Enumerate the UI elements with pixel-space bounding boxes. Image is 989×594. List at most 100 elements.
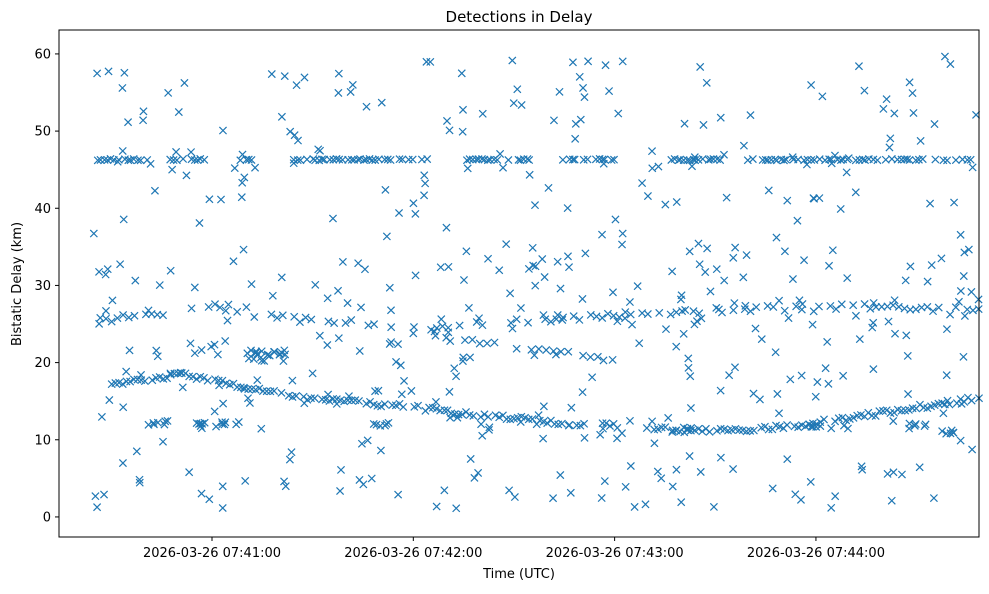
scatter-marker xyxy=(742,251,751,260)
clutter-marker xyxy=(963,155,972,164)
track-a-branch-marker xyxy=(920,422,929,431)
track-b-branch-marker xyxy=(556,347,565,356)
scatter-marker xyxy=(621,308,630,317)
scatter-marker xyxy=(285,455,294,464)
scatter-marker xyxy=(890,109,899,118)
scatter-marker xyxy=(942,325,951,334)
track-b-branch-marker xyxy=(534,344,543,354)
clutter-marker xyxy=(193,156,202,165)
y-tick-label: 60 xyxy=(34,47,51,62)
scatter-marker xyxy=(186,339,195,348)
scatter-marker xyxy=(730,363,740,372)
clutter-marker xyxy=(93,156,102,165)
scatter-marker xyxy=(929,494,938,503)
scatter-marker xyxy=(420,171,429,180)
track-b-marker xyxy=(923,302,932,311)
scatter-marker xyxy=(97,412,106,421)
scatter-marker xyxy=(371,387,380,396)
track-b-marker xyxy=(541,315,550,324)
scatter-marker xyxy=(539,402,548,411)
scatter-marker xyxy=(730,299,739,308)
scatter-marker xyxy=(566,488,575,497)
scatter-marker xyxy=(564,421,573,430)
scatter-marker xyxy=(775,296,784,305)
scatter-marker xyxy=(223,316,232,325)
scatter-marker xyxy=(882,95,891,104)
scatter-marker xyxy=(242,303,251,312)
track-b-marker xyxy=(666,310,675,319)
track-b-branch-marker xyxy=(542,346,551,355)
scatter-marker xyxy=(672,342,681,351)
scatter-marker xyxy=(348,80,357,89)
track-b-marker xyxy=(951,303,960,312)
clutter-marker xyxy=(465,155,474,164)
track-a-marker xyxy=(458,410,467,419)
scatter-marker xyxy=(197,489,206,498)
scatter-marker xyxy=(802,160,811,169)
scatter-marker xyxy=(93,69,102,78)
scatter-marker xyxy=(336,465,346,474)
scatter-marker xyxy=(95,267,104,276)
track-b-marker xyxy=(621,314,630,323)
scatter-marker xyxy=(328,214,337,223)
track-a-marker xyxy=(694,424,703,433)
scatter-marker xyxy=(118,459,127,468)
scatter-marker xyxy=(458,105,468,114)
track-a-marker xyxy=(712,426,721,435)
scatter-marker xyxy=(277,112,286,121)
track-b-marker xyxy=(849,301,858,310)
scatter-marker xyxy=(420,191,429,200)
scatter-marker xyxy=(549,494,558,503)
scatter-marker xyxy=(509,99,518,108)
scatter-marker xyxy=(739,141,748,150)
scatter-marker xyxy=(510,492,519,502)
scatter-marker xyxy=(180,78,189,87)
scatter-marker xyxy=(150,186,159,195)
scatter-marker xyxy=(625,416,634,425)
scatter-marker xyxy=(854,62,863,71)
scatter-marker xyxy=(884,317,893,326)
scatter-marker xyxy=(387,338,396,347)
scatter-marker xyxy=(564,263,574,272)
scatter-marker xyxy=(377,98,386,107)
scatter-marker xyxy=(576,115,585,124)
track-b-marker xyxy=(586,310,595,319)
scatter-marker xyxy=(946,310,955,319)
scatter-marker xyxy=(839,421,849,430)
track-b-marker xyxy=(187,304,196,313)
scatter-marker xyxy=(798,300,807,309)
scatter-marker xyxy=(650,439,659,448)
track-a-marker xyxy=(480,410,489,419)
scatter-marker xyxy=(621,482,630,491)
track-b-marker xyxy=(250,312,259,322)
track-a-marker xyxy=(388,401,397,410)
scatter-marker xyxy=(701,268,710,277)
scatter-marker xyxy=(784,314,793,323)
track-a-marker xyxy=(380,400,389,409)
scatter-marker xyxy=(146,159,155,168)
scatter-marker xyxy=(677,498,686,507)
scatter-marker xyxy=(599,159,608,168)
scatter-marker xyxy=(556,471,565,480)
cluster-marker xyxy=(251,349,260,358)
scatter-marker xyxy=(241,476,250,485)
scatter-marker xyxy=(668,482,677,491)
scatter-marker xyxy=(185,468,194,477)
track-a-marker xyxy=(174,369,183,378)
scatter-marker xyxy=(394,490,403,499)
track-a-marker xyxy=(233,383,242,392)
scatter-marker xyxy=(716,453,725,462)
track-a-marker xyxy=(956,395,965,404)
scatter-marker xyxy=(618,229,627,238)
scatter-marker xyxy=(791,490,800,499)
clutter-marker xyxy=(943,156,952,165)
track-b-marker xyxy=(740,305,749,314)
scatter-marker xyxy=(909,108,918,117)
track-b-branch-marker xyxy=(593,352,602,361)
scatter-marker xyxy=(308,369,317,378)
track-a-marker xyxy=(838,413,847,422)
scatter-marker xyxy=(367,474,376,483)
scatter-marker xyxy=(135,475,144,484)
track-a-marker xyxy=(705,427,714,436)
